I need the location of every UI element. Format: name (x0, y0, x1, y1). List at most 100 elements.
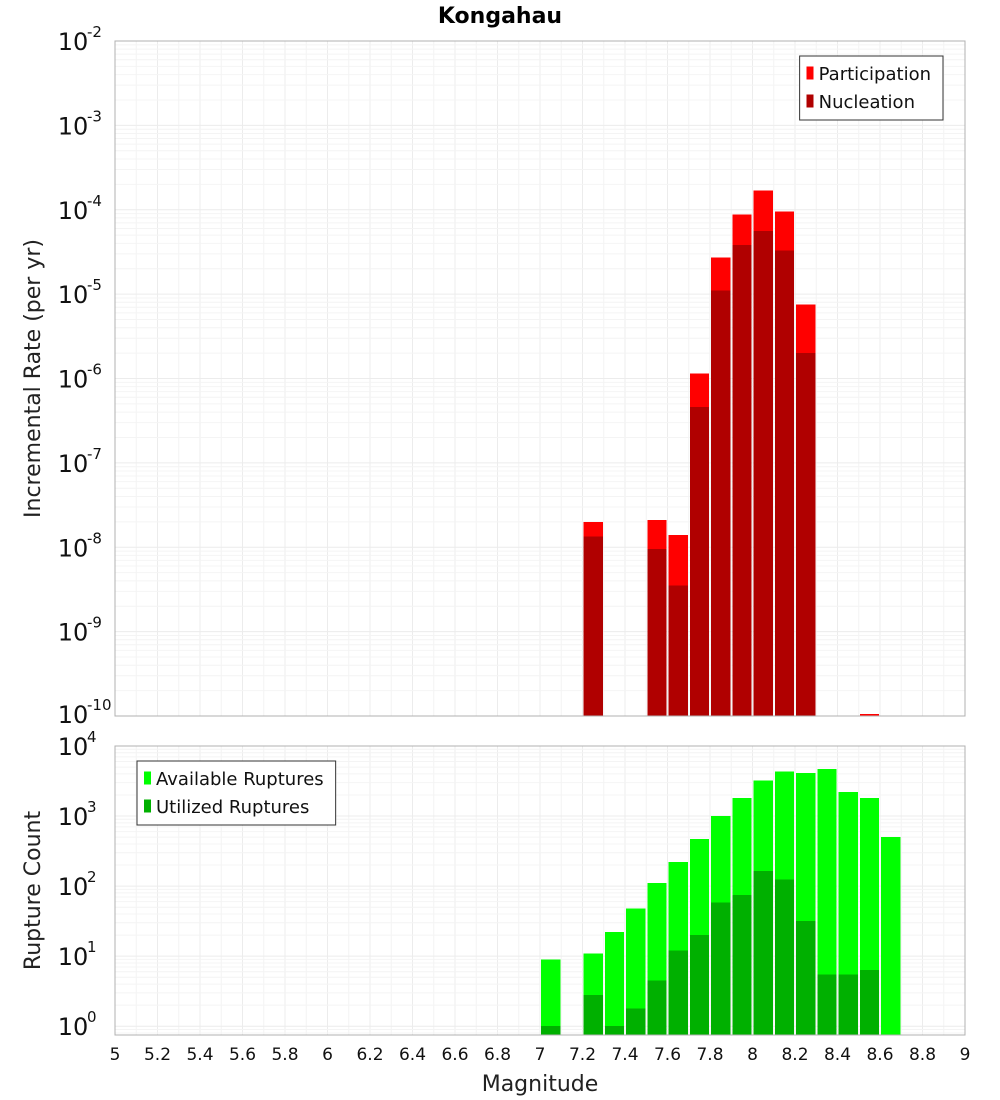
rate-bars (583, 190, 879, 717)
x-axis-label: Magnitude (482, 1072, 599, 1097)
x-tick-label: 9 (960, 1045, 971, 1065)
x-tick-label: 8 (747, 1045, 758, 1065)
y-tick-exponent: -5 (87, 276, 102, 294)
y-tick-exponent: -7 (87, 445, 102, 463)
y-tick-base: 10 (58, 803, 89, 831)
utilized-ruptures-bar (689, 935, 709, 1035)
y-tick-label: 10-6 (58, 361, 102, 394)
y-tick-exponent: -3 (87, 107, 102, 125)
count-plot-border (114, 745, 966, 1036)
y-tick-exponent: -8 (87, 529, 102, 547)
x-tick-label: 6 (322, 1045, 333, 1065)
y-tick-label: 101 (58, 938, 97, 971)
available-ruptures-bar (541, 959, 561, 1035)
y-tick-base: 10 (58, 1013, 89, 1041)
x-tick-label: 8.8 (909, 1045, 936, 1065)
available-ruptures-bar (604, 932, 624, 1035)
y-tick-exponent: 3 (87, 798, 97, 816)
y-tick-label: 10-3 (58, 107, 102, 140)
y-tick-label: 10-4 (58, 192, 102, 225)
x-tick-label: 5.8 (271, 1045, 298, 1065)
x-tick-label: 7.2 (569, 1045, 596, 1065)
utilized-ruptures-bar (647, 980, 667, 1035)
rate-y-axis-label: Incremental Rate (per yr) (21, 239, 46, 518)
y-tick-base: 10 (58, 534, 89, 562)
utilized-legend-swatch (144, 799, 151, 813)
magnitude-x-ticks: 5 5.2 5.4 5.6 5.8 6 6.2 6.4 6.6 6.8 7 7.2 7.4 7.6 7.8 8… (110, 1045, 971, 1065)
utilized-ruptures-bar (541, 1026, 561, 1035)
chart-title: Kongahau (438, 4, 562, 29)
y-tick-label: 104 (58, 728, 97, 761)
rate-plot-border (114, 40, 966, 717)
nucleation-bar (774, 250, 794, 717)
y-tick-label: 10-9 (58, 614, 102, 647)
x-tick-label: 5 (110, 1045, 121, 1065)
available-ruptures-bar (626, 908, 646, 1035)
x-tick-label: 6.6 (441, 1045, 468, 1065)
utilized-ruptures-bar (711, 902, 731, 1035)
participation-legend-label: Participation (819, 64, 931, 85)
y-tick-exponent: 1 (87, 938, 97, 956)
nucleation-bar (753, 230, 773, 716)
count-y-axis-label: Rupture Count (21, 811, 46, 971)
x-tick-label: 5.4 (186, 1045, 213, 1065)
x-tick-label: 6.2 (356, 1045, 383, 1065)
y-tick-label: 10-2 (58, 23, 102, 56)
y-tick-base: 10 (58, 28, 89, 56)
y-tick-base: 10 (58, 281, 89, 309)
y-tick-exponent: 4 (87, 728, 97, 746)
y-tick-base: 10 (58, 733, 89, 761)
available-ruptures-bar (838, 792, 858, 1035)
utilized-legend-label: Utilized Ruptures (156, 797, 309, 818)
nucleation-bar (689, 406, 709, 716)
available-legend-label: Available Ruptures (156, 769, 324, 790)
x-tick-label: 8.6 (866, 1045, 893, 1065)
utilized-ruptures-bar (583, 994, 603, 1035)
nucleation-legend-swatch (806, 94, 814, 108)
x-tick-label: 6.8 (484, 1045, 511, 1065)
nucleation-bar (647, 549, 667, 716)
y-tick-label: 10-5 (58, 276, 102, 309)
y-tick-label: 100 (58, 1008, 97, 1041)
y-tick-label: 10-8 (58, 529, 102, 562)
x-tick-label: 8.4 (824, 1045, 851, 1065)
available-legend-swatch (144, 771, 151, 785)
rate-legend-box (799, 55, 944, 121)
y-tick-exponent: 0 (87, 1008, 97, 1026)
utilized-ruptures-bar (604, 1026, 624, 1035)
x-tick-label: 7.8 (696, 1045, 723, 1065)
nucleation-bar (711, 290, 731, 716)
y-tick-exponent: 2 (87, 868, 97, 886)
count-bars (541, 768, 901, 1035)
rate-grid (114, 40, 966, 717)
y-tick-label: 10-7 (58, 445, 102, 478)
y-tick-exponent: -9 (87, 614, 102, 632)
count-legend: Available Ruptures Utilized Ruptures (136, 760, 337, 826)
nucleation-bar (668, 585, 688, 716)
nucleation-bar (583, 536, 603, 716)
utilized-ruptures-bar (626, 1008, 646, 1035)
utilized-ruptures-bar (668, 950, 688, 1035)
y-tick-base: 10 (58, 450, 89, 478)
x-tick-label: 7 (535, 1045, 546, 1065)
y-tick-label: 103 (58, 798, 97, 831)
count-legend-box (136, 760, 337, 826)
y-tick-exponent: -6 (87, 361, 102, 379)
available-ruptures-bar (881, 837, 901, 1035)
rate-legend: Participation Nucleation (799, 55, 944, 121)
y-tick-base: 10 (58, 197, 89, 225)
nucleation-bar (796, 353, 816, 716)
utilized-ruptures-bar (838, 974, 858, 1035)
utilized-ruptures-bar (774, 879, 794, 1035)
nucleation-bar (732, 245, 752, 717)
nucleation-legend-label: Nucleation (819, 92, 915, 113)
x-tick-label: 8.2 (781, 1045, 808, 1065)
y-tick-exponent: -4 (87, 192, 102, 210)
y-tick-base: 10 (58, 701, 89, 729)
utilized-ruptures-bar (796, 920, 816, 1035)
x-tick-label: 7.6 (654, 1045, 681, 1065)
